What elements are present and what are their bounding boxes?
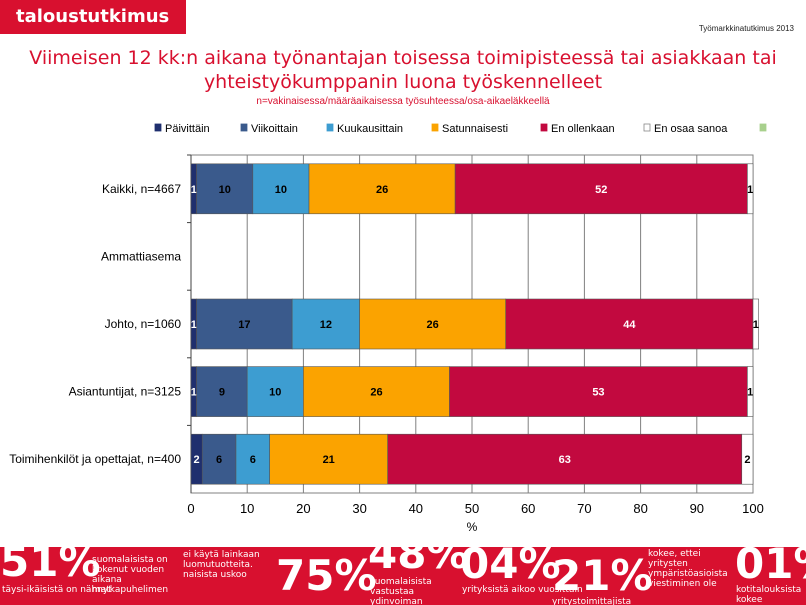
bar-segment [359,298,507,350]
bar-segment [454,163,748,215]
legend-label: Viikoittain [251,123,298,135]
y-category-label: Asiantuntijat, n=3125 [69,385,182,399]
bar-data-label: 26 [376,184,388,196]
bar-data-label: 63 [559,454,571,466]
legend-swatch [759,123,767,132]
x-tick-label: 60 [521,501,535,516]
chart-title-line-1: Viimeisen 12 kk:n aikana työnantajan toi… [29,47,777,69]
bar-data-label: 2 [744,454,750,466]
legend-swatch [240,123,248,132]
bar-data-label: 1 [191,319,197,331]
y-category-label: Johto, n=1060 [105,317,182,331]
x-tick-label: 0 [187,501,194,516]
footer-stat-3-text: ei käytä lainkaan luomutuotteita. naisis… [183,550,260,580]
bar-segment [387,433,743,485]
legend-label: En ollenkaan [551,123,615,135]
bar-segment [747,163,754,215]
bar-segment [752,298,759,350]
bar-segment [747,366,754,417]
x-tick-label: 30 [352,501,366,516]
bar-data-label: 1 [191,387,197,399]
bar-data-label: 26 [370,387,382,399]
bar-data-label: 21 [323,454,335,466]
bar-data-label: 26 [427,319,439,331]
bar-data-label: 53 [592,387,604,399]
bar-data-label: 1 [747,387,753,399]
legend-swatch [431,123,439,132]
footer-stat-2-text: suomalaisista on kokenut vuoden aikana m… [92,555,169,595]
bar-segment [269,433,388,485]
bar-data-label: 44 [623,319,636,331]
bar-segment [308,163,456,215]
legend-swatch [540,123,548,132]
bar-segment [303,366,450,417]
footer-stat-8-text: kotitalouksista kokee valmisruan [736,585,802,605]
footer-stat-6-text: yritystoimittajista [552,597,632,605]
footer-stat-7-text: kokee, ettei yritysten ympäristöasioista… [648,549,728,589]
bar-data-label: 1 [747,184,753,196]
x-tick-label: 20 [296,501,310,516]
bar-segment [741,433,754,485]
legend-label: Päivittäin [165,123,210,135]
footer-banner: 51% täysi-ikäisistä on nähnyt suomalaisi… [0,547,806,605]
footer-stat-1-text: täysi-ikäisistä on nähnyt [2,585,112,595]
legend-swatch [326,123,334,132]
bar-data-label: 10 [275,184,287,196]
footer-stat-4-big: 48% [368,547,469,578]
bar-data-label: 12 [320,319,332,331]
company-logo: taloustutkimus oy [0,0,186,61]
report-tag: Työmarkkinatutkimus 2013 [698,24,794,33]
chart-subtitle: n=vakinaisessa/määräaikaisessa työsuhtee… [256,96,550,107]
x-tick-label: 50 [465,501,479,516]
footer-stat-5-text: yrityksistä aikoo vuosittain [462,585,583,595]
bar-data-label: 6 [250,454,256,466]
legend-label: Satunnaisesti [442,123,508,135]
footer-stat-6-big: 21% [552,551,653,600]
y-category-label: Kaikki, n=4667 [102,182,181,196]
legend-label: Kuukausittain [337,123,403,135]
legend-swatch [643,123,651,132]
bar-data-label: 10 [269,387,281,399]
chart-title: Viimeisen 12 kk:n aikana työnantajan toi… [20,46,786,94]
bar-data-label: 9 [219,387,225,399]
bar-data-label: 52 [595,184,607,196]
footer-stat-5-big: 04% [460,547,561,588]
x-axis-label: % [467,520,478,534]
x-tick-label: 40 [409,501,423,516]
bar-segment [291,298,360,350]
x-tick-label: 10 [240,501,254,516]
footer-stat-1-big: 51% [0,547,101,586]
x-tick-label: 100 [742,501,764,516]
bar-data-label: 6 [216,454,222,466]
stacked-bar-chart: 0 10 20 30 40 50 60 70 80 90 100% Kaikki, n=4667 1 10… [9,123,767,534]
footer-stat-8-big: 01% [735,547,806,588]
bar-segment [196,366,248,417]
bar-data-label: 1 [753,319,759,331]
legend-swatch [154,123,162,132]
bar-data-label: 10 [219,184,231,196]
x-tick-label: 90 [690,501,704,516]
bar-data-label: 2 [194,454,200,466]
bar-segment [246,366,304,417]
bar-segment [196,163,254,215]
x-tick-label: 70 [577,501,591,516]
bar-data-label: 17 [238,319,250,331]
y-category-label: Ammattiasema [101,249,181,263]
footer-stat-4-text: suomalaisista vastustaa ydinvoiman käytö… [370,577,432,605]
bar-segment [505,298,754,350]
bar-segment [201,433,237,485]
chart-title-line-2: yhteistyökumppanin luona työskennelleet [203,71,603,93]
legend-label: En osaa sanoa [654,123,728,135]
footer-stat-3-big: 75% [276,551,377,600]
y-category-label: Toimihenkilöt ja opettajat, n=400 [9,452,181,466]
x-tick-label: 80 [633,501,647,516]
bar-segment [449,366,748,417]
bar-segment [196,298,293,350]
bar-segment [235,433,270,485]
bar-data-label: 1 [191,184,197,196]
